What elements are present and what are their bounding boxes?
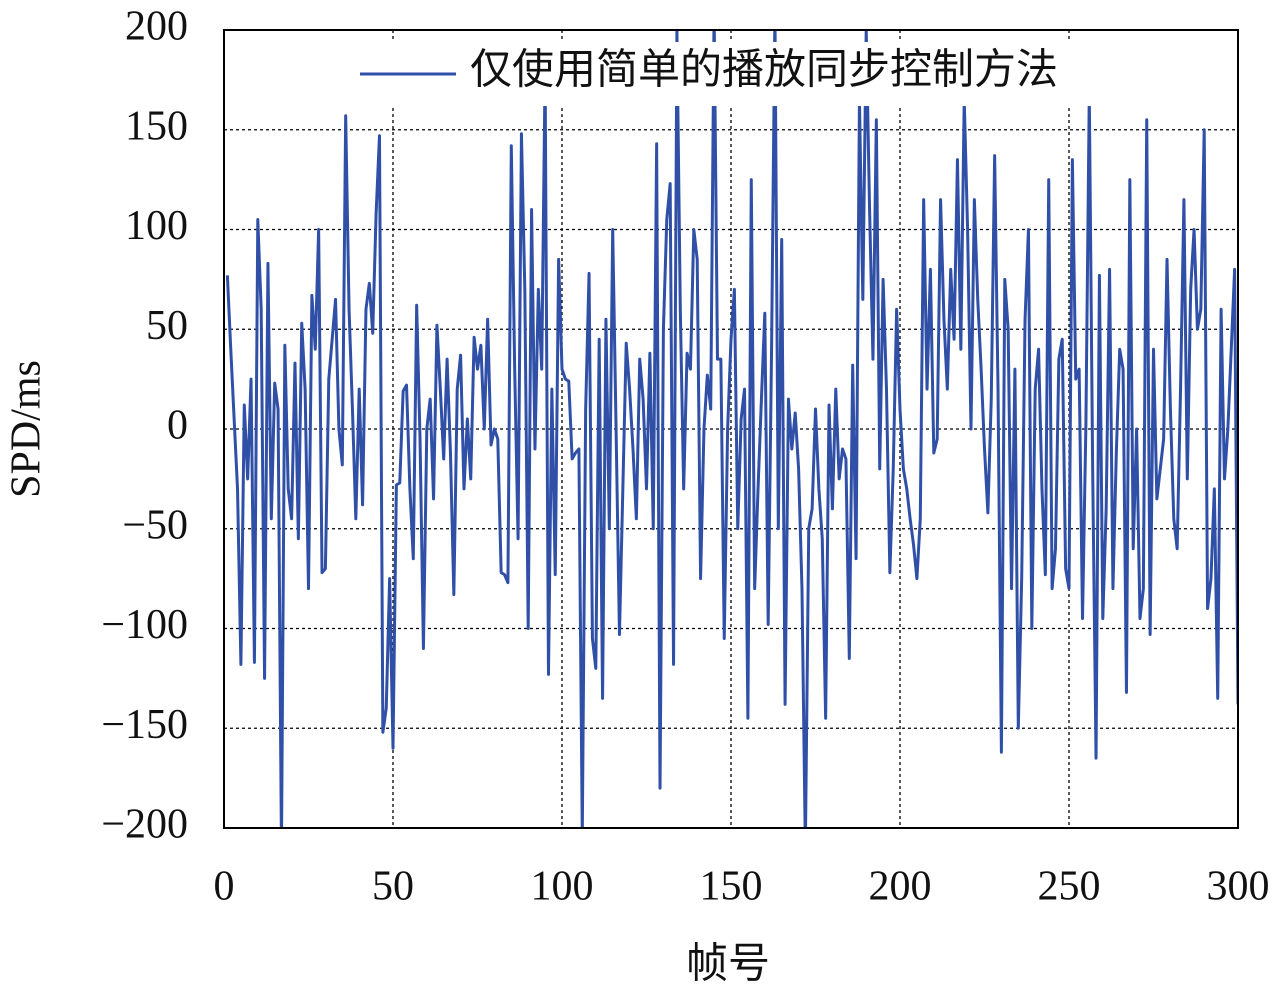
y-tick-label: 200 (125, 4, 188, 50)
x-tick-label: 250 (1038, 864, 1101, 910)
x-tick-label: 150 (700, 864, 763, 910)
x-axis-label: 帧号 (686, 942, 770, 988)
legend-background (348, 42, 1232, 106)
y-tick-label: −150 (101, 702, 188, 748)
y-tick-label: −50 (122, 502, 188, 548)
plot-area (225, 30, 1238, 828)
y-axis-label: SPD/ms (4, 360, 50, 498)
y-tick-label: 50 (146, 303, 188, 349)
x-tick-label: 100 (531, 864, 594, 910)
x-tick-label: 300 (1207, 864, 1270, 910)
y-tick-label: −100 (101, 602, 188, 648)
x-tick-label: 50 (372, 864, 414, 910)
plot-frame (223, 29, 1239, 829)
y-tick-label: −200 (101, 802, 188, 848)
legend-label: 仅使用简单的播放同步控制方法 (470, 48, 1058, 94)
y-tick-label: 100 (125, 203, 188, 249)
x-tick-label: 200 (869, 864, 932, 910)
x-tick-label: 0 (214, 864, 235, 910)
y-tick-label: 0 (167, 403, 188, 449)
data-line (225, 30, 1238, 828)
y-tick-label: 150 (125, 103, 188, 149)
